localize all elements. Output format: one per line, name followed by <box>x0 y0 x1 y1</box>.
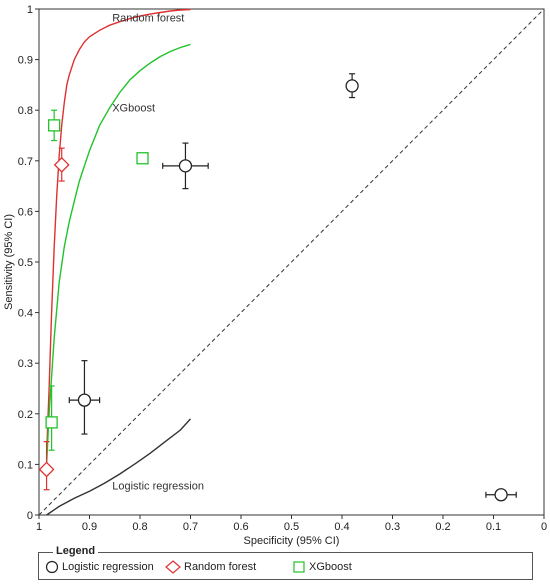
square-marker <box>48 119 61 132</box>
circle-marker <box>77 393 92 407</box>
x-tick-label: 0 <box>541 521 547 533</box>
y-tick-label: 1 <box>27 4 33 16</box>
legend: Legend Logistic regression Random forest… <box>38 545 533 580</box>
curve-logistic-regression <box>46 418 192 516</box>
circle-marker <box>345 79 359 93</box>
legend-item-logistic-regression: Logistic regression <box>45 560 154 574</box>
y-tick-label: 0.4 <box>18 308 33 320</box>
legend-item-random-forest: Random forest <box>165 560 256 574</box>
ticks: 1 0.9 0.8 0.7 0.6 0.5 0.4 0.3 0.2 0.1 0 0 0.1 0.2 0.3 0… <box>18 4 547 533</box>
roc-chart: 1 0.9 0.8 0.7 0.6 0.5 0.4 0.3 0.2 0.1 0 0 0.1 0.2 0.3 0… <box>3 4 547 547</box>
y-tick-label: 0.6 <box>18 206 33 218</box>
x-tick-label: 0.5 <box>284 521 299 533</box>
diamond-marker-icon <box>165 560 181 574</box>
x-tick-label: 0.2 <box>435 521 450 533</box>
point-xgboost <box>48 109 61 142</box>
point-xgboost <box>45 385 58 451</box>
x-axis-title: Specificity (95% CI) <box>244 535 340 547</box>
y-tick-label: 0.9 <box>18 55 33 67</box>
square-marker-icon <box>293 561 305 573</box>
circle-marker-icon <box>45 560 59 574</box>
x-tick-label: 1 <box>36 521 42 533</box>
square-marker <box>45 416 58 429</box>
points <box>38 73 517 502</box>
x-tick-label: 0.7 <box>183 521 198 533</box>
legend-label: XGboost <box>309 561 352 573</box>
y-tick-label: 0.7 <box>18 156 33 168</box>
y-tick-label: 0.1 <box>18 459 33 471</box>
y-tick-label: 0.5 <box>18 257 33 269</box>
x-tick-label: 0.9 <box>82 521 97 533</box>
point-xgboost <box>136 152 149 165</box>
y-axis-title: Sensitivity (95% CI) <box>3 214 15 310</box>
y-tick-label: 0.3 <box>18 358 33 370</box>
curve-xgboost <box>45 43 191 465</box>
legend-item-xgboost: XGboost <box>292 560 352 574</box>
x-tick-label: 0.6 <box>233 521 248 533</box>
circle-marker <box>494 488 508 502</box>
axes <box>38 8 545 516</box>
x-tick-label: 0.1 <box>486 521 501 533</box>
square-marker <box>136 152 149 165</box>
point-random-forest <box>53 147 70 182</box>
curve-label-logistic-regression: Logistic regression <box>112 481 204 493</box>
diamond-marker <box>38 461 55 478</box>
legend-label: Random forest <box>184 561 257 573</box>
point-random-forest <box>38 441 55 491</box>
x-tick-label: 0.3 <box>385 521 400 533</box>
point-logistic-regression <box>68 360 101 435</box>
legend-title: Legend <box>53 545 99 557</box>
curve-random-forest <box>45 8 191 455</box>
circle-marker <box>178 159 193 173</box>
point-logistic-regression <box>162 142 209 190</box>
point-logistic-regression <box>485 488 517 502</box>
legend-label: Logistic regression <box>62 561 154 573</box>
curves: Random forest XGboost Logistic regression <box>45 8 204 516</box>
x-tick-label: 0.8 <box>132 521 147 533</box>
reference-diagonal <box>38 8 545 516</box>
y-tick-label: 0 <box>27 510 33 522</box>
x-tick-label: 0.4 <box>334 521 349 533</box>
diamond-marker <box>53 156 70 173</box>
y-tick-label: 0.8 <box>18 105 33 117</box>
point-logistic-regression <box>345 73 359 99</box>
curve-label-xgboost: XGboost <box>112 103 155 115</box>
curve-label-random-forest: Random forest <box>112 13 184 25</box>
y-tick-label: 0.2 <box>18 409 33 421</box>
